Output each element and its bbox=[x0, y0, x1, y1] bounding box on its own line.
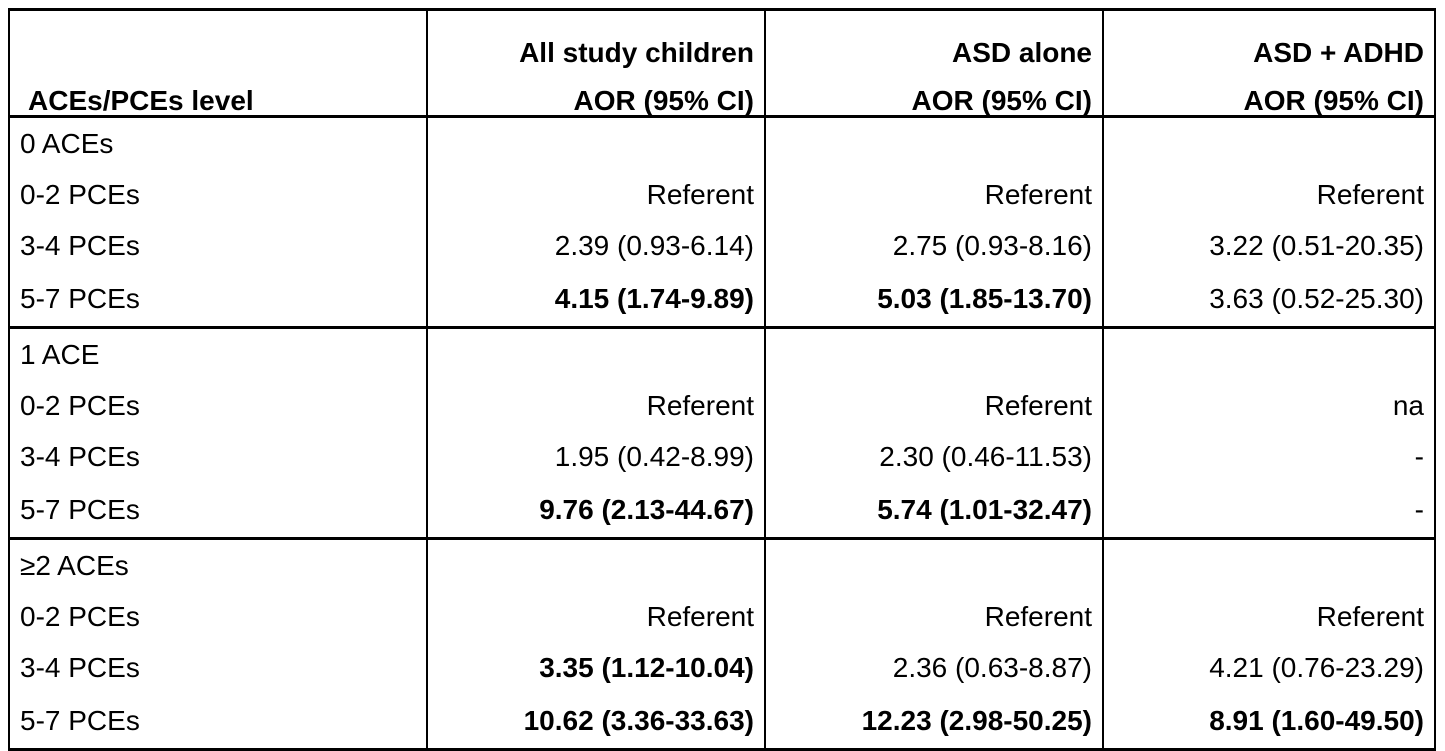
table-header: ACEs/PCEs level All study children AOR (… bbox=[8, 8, 1436, 118]
cell-all: Referent bbox=[426, 591, 766, 642]
cell-all: Referent bbox=[426, 169, 766, 220]
table-row: 0-2 PCEs Referent Referent Referent bbox=[8, 591, 1436, 642]
cell-asd-adhd: na bbox=[1102, 380, 1436, 431]
cell-asd-adhd: - bbox=[1102, 482, 1436, 540]
group-header-row: ≥2 ACEs bbox=[8, 538, 1436, 591]
cell-asd: 2.36 (0.63-8.87) bbox=[764, 642, 1104, 693]
row-label: 0-2 PCEs bbox=[8, 591, 428, 642]
table-row: 5-7 PCEs 9.76 (2.13-44.67) 5.74 (1.01-32… bbox=[8, 482, 1436, 540]
cell-asd-adhd: Referent bbox=[1102, 169, 1436, 220]
row-label: 3-4 PCEs bbox=[8, 431, 428, 482]
row-label: 3-4 PCEs bbox=[8, 220, 428, 271]
cell-asd: Referent bbox=[764, 591, 1104, 642]
row-label: 5-7 PCEs bbox=[8, 271, 428, 329]
table-row: 3-4 PCEs 2.39 (0.93-6.14) 2.75 (0.93-8.1… bbox=[8, 220, 1436, 271]
group-label: 1 ACE bbox=[8, 327, 428, 380]
header-row: ACEs/PCEs level All study children AOR (… bbox=[8, 8, 1436, 118]
row-label: 0-2 PCEs bbox=[8, 380, 428, 431]
cell-asd: 2.75 (0.93-8.16) bbox=[764, 220, 1104, 271]
cell-asd: 12.23 (2.98-50.25) bbox=[764, 693, 1104, 751]
group-label: 0 ACEs bbox=[8, 116, 428, 169]
row-label: 5-7 PCEs bbox=[8, 482, 428, 540]
cell-asd-adhd: - bbox=[1102, 431, 1436, 482]
cell-asd: Referent bbox=[764, 169, 1104, 220]
group-2-plus-aces: ≥2 ACEs 0-2 PCEs Referent Referent Refer… bbox=[8, 538, 1436, 751]
header-all-study-children: All study children AOR (95% CI) bbox=[426, 8, 766, 118]
cell-asd-adhd: 3.63 (0.52-25.30) bbox=[1102, 271, 1436, 329]
table-row: 0-2 PCEs Referent Referent na bbox=[8, 380, 1436, 431]
cell-asd: Referent bbox=[764, 380, 1104, 431]
cell-asd-adhd: 3.22 (0.51-20.35) bbox=[1102, 220, 1436, 271]
group-header-row: 1 ACE bbox=[8, 327, 1436, 380]
header-asd-adhd: ASD + ADHD AOR (95% CI) bbox=[1102, 8, 1436, 118]
cell-all: 10.62 (3.36-33.63) bbox=[426, 693, 766, 751]
row-label: 5-7 PCEs bbox=[8, 693, 428, 751]
aor-table: ACEs/PCEs level All study children AOR (… bbox=[8, 8, 1436, 751]
table-row: 5-7 PCEs 4.15 (1.74-9.89) 5.03 (1.85-13.… bbox=[8, 271, 1436, 329]
cell-asd-adhd: 8.91 (1.60-49.50) bbox=[1102, 693, 1436, 751]
header-aces-pces-level: ACEs/PCEs level bbox=[8, 8, 428, 118]
cell-all: Referent bbox=[426, 380, 766, 431]
cell-all: 3.35 (1.12-10.04) bbox=[426, 642, 766, 693]
cell-asd: 5.74 (1.01-32.47) bbox=[764, 482, 1104, 540]
cell-all: 9.76 (2.13-44.67) bbox=[426, 482, 766, 540]
group-header-row: 0 ACEs bbox=[8, 116, 1436, 169]
header-asd-alone: ASD alone AOR (95% CI) bbox=[764, 8, 1104, 118]
table-row: 3-4 PCEs 3.35 (1.12-10.04) 2.36 (0.63-8.… bbox=[8, 642, 1436, 693]
row-label: 0-2 PCEs bbox=[8, 169, 428, 220]
cell-asd: 5.03 (1.85-13.70) bbox=[764, 271, 1104, 329]
group-0-aces: 0 ACEs 0-2 PCEs Referent Referent Refere… bbox=[8, 116, 1436, 329]
cell-asd-adhd: 4.21 (0.76-23.29) bbox=[1102, 642, 1436, 693]
cell-asd-adhd: Referent bbox=[1102, 591, 1436, 642]
group-label: ≥2 ACEs bbox=[8, 538, 428, 591]
group-1-ace: 1 ACE 0-2 PCEs Referent Referent na 3-4 … bbox=[8, 327, 1436, 540]
row-label: 3-4 PCEs bbox=[8, 642, 428, 693]
table-row: 0-2 PCEs Referent Referent Referent bbox=[8, 169, 1436, 220]
table-row: 5-7 PCEs 10.62 (3.36-33.63) 12.23 (2.98-… bbox=[8, 693, 1436, 751]
cell-all: 2.39 (0.93-6.14) bbox=[426, 220, 766, 271]
table-row: 3-4 PCEs 1.95 (0.42-8.99) 2.30 (0.46-11.… bbox=[8, 431, 1436, 482]
cell-all: 4.15 (1.74-9.89) bbox=[426, 271, 766, 329]
cell-all: 1.95 (0.42-8.99) bbox=[426, 431, 766, 482]
cell-asd: 2.30 (0.46-11.53) bbox=[764, 431, 1104, 482]
